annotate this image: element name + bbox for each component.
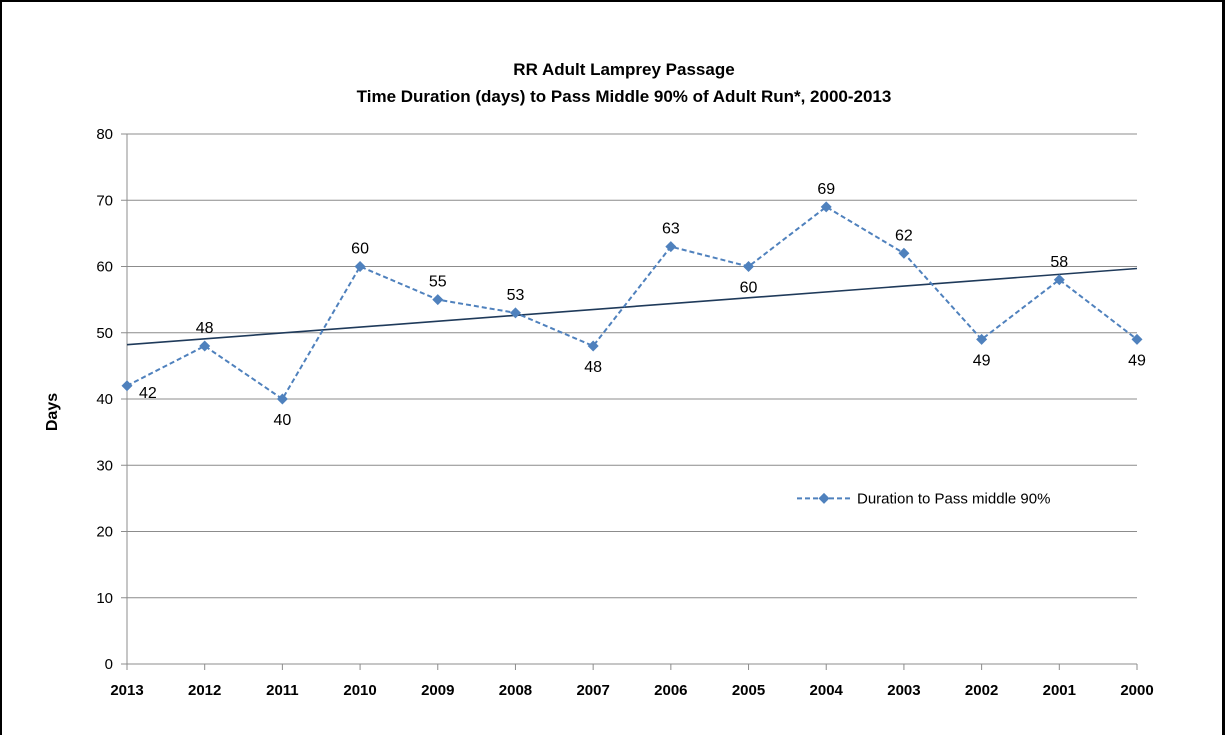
data-point-marker: [509, 307, 521, 319]
data-label: 53: [507, 287, 525, 304]
legend-label: Duration to Pass middle 90%: [857, 490, 1050, 507]
x-tick-label: 2001: [1043, 682, 1076, 699]
data-label: 42: [139, 385, 157, 402]
data-label: 40: [273, 412, 291, 429]
x-tick-label: 2000: [1120, 682, 1153, 699]
y-tick-label: 70: [96, 192, 113, 209]
y-tick-label: 20: [96, 524, 113, 541]
data-point-marker: [898, 247, 910, 259]
y-tick-label: 0: [105, 656, 113, 673]
chart-title: RR Adult Lamprey Passage: [513, 60, 734, 79]
data-label: 69: [817, 181, 835, 198]
y-axis-ticks: 0 10 20 30 40 50 60 70 80: [96, 126, 127, 673]
data-label: 60: [351, 241, 369, 258]
y-axis-title: Days: [44, 393, 61, 431]
axes: [126, 134, 1137, 665]
y-tick-label: 50: [96, 325, 113, 342]
y-tick-label: 80: [96, 126, 113, 143]
data-point-marker: [743, 261, 755, 272]
x-tick-label: 2008: [499, 682, 532, 699]
x-tick-label: 2012: [188, 682, 221, 699]
data-point-marker: [121, 380, 133, 392]
data-point-marker: [1131, 333, 1143, 345]
trendline-layer: [126, 267, 1138, 346]
data-point-marker: [199, 340, 211, 352]
data-point-marker: [1053, 274, 1065, 286]
x-tick-label: 2003: [887, 682, 920, 699]
series-line: [126, 205, 1138, 401]
x-tick-label: 2010: [343, 682, 376, 699]
data-label: 60: [740, 280, 758, 297]
data-label: 49: [1128, 352, 1146, 369]
data-label: 48: [196, 320, 214, 337]
x-tick-label: 2011: [266, 682, 299, 699]
trendline: [126, 267, 1138, 346]
data-point-marker: [587, 340, 599, 352]
x-tick-label: 2007: [576, 682, 609, 699]
legend: Duration to Pass middle 90%: [797, 490, 1050, 507]
data-label: 62: [895, 227, 913, 244]
legend-marker: [818, 492, 830, 504]
x-tick-label: 2005: [732, 682, 765, 699]
data-point-marker: [432, 294, 444, 306]
data-label: 49: [973, 352, 991, 369]
x-tick-label: 2002: [965, 682, 998, 699]
data-point-marker: [276, 393, 288, 405]
data-labels: 42 48 40 60 55 53 48 63 60 69 62 49 58 49: [139, 181, 1146, 429]
x-tick-label: 2006: [654, 682, 687, 699]
x-axis-ticks: 2013 2012 2011 2010 2009 2008 2007 2006 2005 2004…: [110, 664, 1154, 699]
data-label: 55: [429, 274, 447, 291]
series-layer: [121, 201, 1143, 405]
y-tick-label: 10: [96, 590, 113, 607]
data-label: 63: [662, 221, 680, 238]
data-point-marker: [820, 201, 832, 213]
y-tick-label: 60: [96, 259, 113, 276]
chart-subtitle: Time Duration (days) to Pass Middle 90% …: [357, 87, 892, 106]
x-tick-label: 2009: [421, 682, 454, 699]
data-label: 48: [584, 359, 602, 376]
x-tick-label: 2013: [110, 682, 143, 699]
y-tick-label: 40: [96, 391, 113, 408]
data-label: 58: [1050, 254, 1068, 271]
data-point-marker: [354, 261, 366, 272]
x-tick-label: 2004: [810, 682, 844, 699]
data-point-marker: [976, 333, 988, 345]
data-point-marker: [665, 241, 677, 253]
y-tick-label: 30: [96, 457, 113, 474]
